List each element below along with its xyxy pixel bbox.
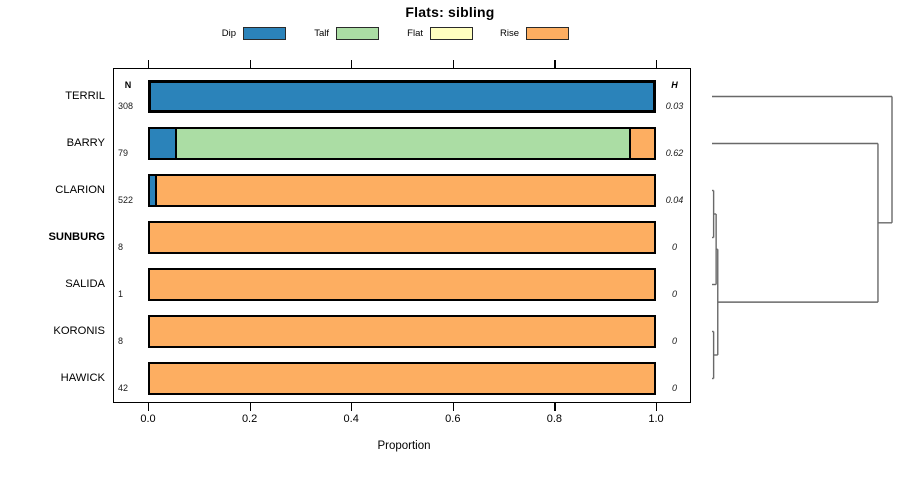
plot-box [113, 68, 691, 403]
legend-item: Dip [208, 26, 286, 41]
n-value: 8 [118, 336, 124, 346]
row-label: TERRIL [65, 90, 105, 102]
bar-row [148, 127, 656, 160]
bar-segment-rise [150, 317, 654, 346]
chart-title: Flats: sibling [405, 4, 495, 20]
bar-row [148, 362, 656, 395]
bar-row [148, 80, 656, 113]
h-value: 0 [671, 383, 677, 393]
x-tick-label: 0.0 [140, 413, 156, 425]
legend-label: Flat [407, 28, 423, 39]
row-label: SALIDA [65, 278, 105, 290]
row-label: BARRY [66, 137, 105, 149]
h-value: 0.62 [665, 148, 684, 158]
n-column-header: N [124, 80, 132, 90]
x-tick-top [249, 60, 251, 68]
legend-label: Rise [499, 28, 519, 39]
bar-segment-rise [155, 176, 654, 205]
row-label: SUNBURG [48, 231, 105, 243]
legend-swatch [336, 27, 379, 40]
legend-label: Talf [314, 28, 329, 39]
row-label: KORONIS [53, 325, 105, 337]
h-value: 0 [671, 242, 677, 252]
n-value: 79 [118, 148, 129, 158]
x-axis-title: Proportion [377, 440, 431, 452]
x-tick-label: 0.6 [445, 413, 461, 425]
bar-row [148, 315, 656, 348]
x-tick-label: 1.0 [648, 413, 664, 425]
x-tick-bottom [452, 403, 454, 411]
x-tick-bottom [656, 403, 658, 411]
n-value: 42 [118, 383, 129, 393]
x-tick-top [656, 60, 658, 68]
x-tick-bottom [249, 403, 251, 411]
legend-swatch [243, 27, 286, 40]
n-value: 8 [118, 242, 124, 252]
legend-item: Talf [301, 26, 379, 41]
bar-row [148, 174, 656, 207]
h-value: 0 [671, 336, 677, 346]
x-tick-bottom [351, 403, 353, 411]
bar-row [148, 268, 656, 301]
h-value: 0 [671, 289, 677, 299]
bar-segment-rise [150, 364, 654, 393]
n-value: 308 [118, 101, 134, 111]
bar-segment-dip [150, 176, 156, 205]
row-label: HAWICK [60, 372, 105, 384]
h-column-header: H [671, 80, 678, 90]
h-value: 0.04 [665, 195, 684, 205]
bar-row [148, 221, 656, 254]
legend-item: Rise [491, 26, 569, 41]
bar-segment-talf [175, 129, 629, 158]
legend-swatch [526, 27, 569, 40]
bar-segment-rise [150, 270, 654, 299]
x-tick-top [452, 60, 454, 68]
x-tick-label: 0.4 [343, 413, 359, 425]
h-value: 0.03 [665, 101, 684, 111]
x-tick-bottom [148, 403, 150, 411]
row-label: CLARION [55, 184, 105, 196]
x-tick-top [554, 60, 556, 68]
legend-swatch [430, 27, 473, 40]
x-tick-top [148, 60, 150, 68]
bar-segment-dip [151, 83, 653, 110]
n-value: 1 [118, 289, 124, 299]
bar-segment-rise [150, 223, 654, 252]
x-tick-label: 0.8 [546, 413, 563, 425]
x-tick-top [351, 60, 353, 68]
bar-segment-rise [628, 129, 654, 158]
x-tick-label: 0.2 [241, 413, 258, 425]
legend-label: Dip [221, 28, 236, 39]
legend-item: Flat [395, 26, 473, 41]
n-value: 522 [118, 195, 134, 205]
x-tick-bottom [554, 403, 556, 411]
bar-segment-dip [150, 129, 176, 158]
